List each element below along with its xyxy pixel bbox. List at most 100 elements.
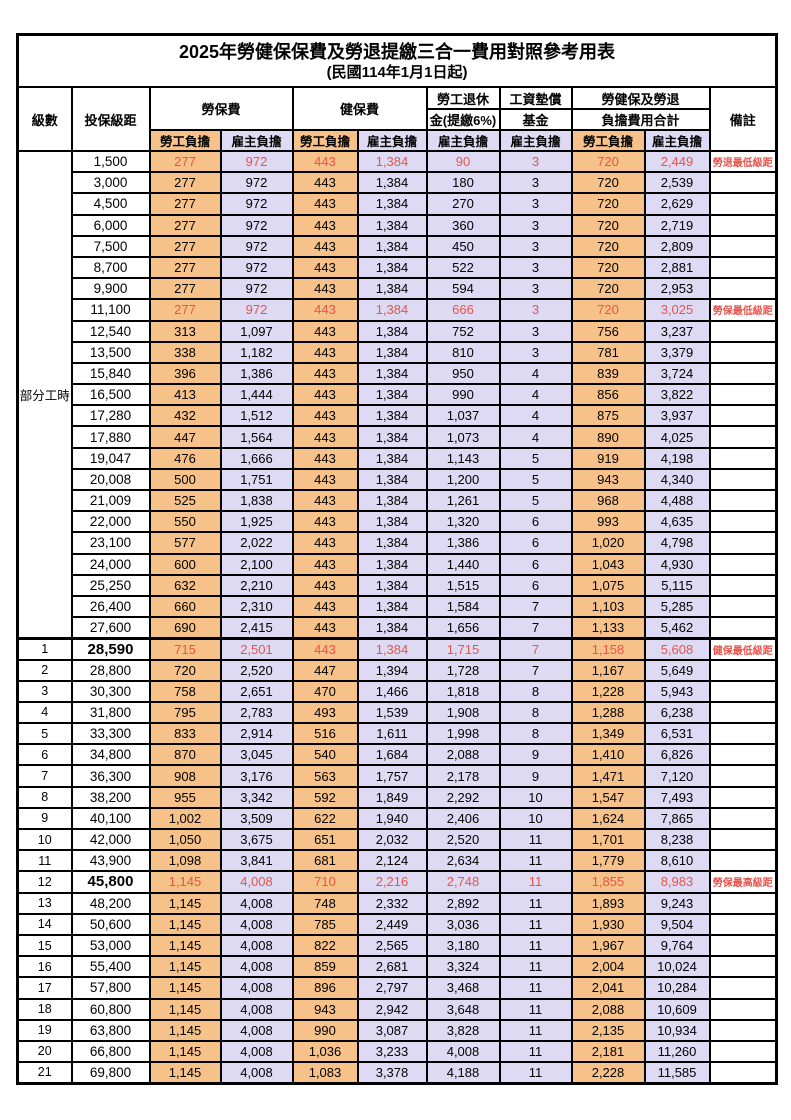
li-worker-cell: 1,145 <box>148 870 222 894</box>
pension-cell: 1,515 <box>425 573 501 597</box>
total-employer-cell: 7,865 <box>643 806 711 831</box>
table-row: 17 57,800 1,145 4,008 896 2,797 3,468 11 2,041 10… <box>16 976 778 1000</box>
fund-cell: 11 <box>498 1039 573 1064</box>
bracket-cell: 6,000 <box>70 213 151 237</box>
li-employer-cell: 972 <box>219 298 294 322</box>
title-row: 2025年勞健保保費及勞退提繳三合一費用對照參考用表 (民國114年1月1日起) <box>16 33 778 88</box>
hi-worker-cell: 443 <box>291 467 359 492</box>
remark-cell <box>708 997 778 1021</box>
level-cell: 9 <box>16 806 73 831</box>
hi-worker-cell: 493 <box>291 700 359 725</box>
table-row: 6 34,800 870 3,045 540 1,684 2,088 9 1,410 6,826 <box>16 743 778 767</box>
hi-employer-cell: 2,681 <box>356 955 428 979</box>
hi-worker-cell: 443 <box>291 149 359 174</box>
total-employer-cell: 9,504 <box>643 912 711 936</box>
subheader-pension-employer: 雇主負擔 <box>425 129 501 152</box>
header-health-insurance: 健保費 <box>291 86 428 131</box>
hi-worker-cell: 443 <box>291 340 359 364</box>
table-row: 18 60,800 1,145 4,008 943 2,942 3,648 11 2,088 10… <box>16 997 778 1021</box>
hi-worker-cell: 443 <box>291 636 359 661</box>
hi-worker-cell: 1,036 <box>291 1039 359 1064</box>
li-employer-cell: 1,751 <box>219 467 294 492</box>
total-employer-cell: 4,798 <box>643 531 711 555</box>
table-row: 2 28,800 720 2,520 447 1,394 1,728 7 1,167 5,649 <box>16 658 778 682</box>
table-row: 11,100 277 972 443 1,384 666 3 720 3,025 勞保最低級距 <box>18 298 778 322</box>
li-worker-cell: 690 <box>148 616 222 640</box>
total-employer-cell: 2,953 <box>643 277 711 301</box>
li-employer-cell: 2,914 <box>219 722 294 746</box>
level-cell: 16 <box>16 955 73 979</box>
hi-worker-cell: 822 <box>291 933 359 958</box>
bracket-cell: 1,500 <box>70 149 151 174</box>
table-row: 9,900 277 972 443 1,384 594 3 720 2,953 <box>18 277 778 301</box>
bracket-cell: 31,800 <box>70 700 151 725</box>
fund-cell: 8 <box>498 700 573 725</box>
remark-cell: 勞退最低級距 <box>708 149 778 174</box>
total-employer-cell: 7,120 <box>643 764 711 788</box>
hi-employer-cell: 1,384 <box>356 255 428 280</box>
hi-employer-cell: 1,611 <box>356 722 428 746</box>
li-employer-cell: 972 <box>219 149 294 174</box>
total-worker-cell: 2,088 <box>570 997 646 1021</box>
fund-cell: 11 <box>498 933 573 958</box>
fund-cell: 3 <box>498 192 573 216</box>
fund-cell: 6 <box>498 573 573 597</box>
total-worker-cell: 1,410 <box>570 743 646 767</box>
remark-cell <box>708 1061 778 1085</box>
total-employer-cell: 10,609 <box>643 997 711 1021</box>
pension-cell: 1,728 <box>425 658 501 682</box>
bracket-cell: 33,300 <box>70 722 151 746</box>
table-row: 7 36,300 908 3,176 563 1,757 2,178 9 1,471 7,120 <box>16 764 778 788</box>
bracket-cell: 24,000 <box>70 552 151 576</box>
fund-cell: 3 <box>498 319 573 343</box>
hi-employer-cell: 1,384 <box>356 552 428 576</box>
fund-cell: 3 <box>498 213 573 237</box>
li-worker-cell: 715 <box>148 636 222 661</box>
remark-cell <box>708 488 778 513</box>
remark-cell <box>708 404 778 428</box>
li-worker-cell: 795 <box>148 700 222 725</box>
hi-employer-cell: 1,394 <box>356 658 428 682</box>
bracket-cell: 22,000 <box>70 510 151 534</box>
remark-cell <box>708 340 778 364</box>
fund-cell: 4 <box>498 383 573 407</box>
total-worker-cell: 1,624 <box>570 806 646 831</box>
remark-cell <box>708 361 778 386</box>
bracket-cell: 40,100 <box>70 806 151 831</box>
hi-employer-cell: 1,384 <box>356 361 428 386</box>
fund-cell: 11 <box>498 912 573 936</box>
table-row: 8 38,200 955 3,342 592 1,849 2,292 10 1,547 7,493 <box>16 785 778 809</box>
hi-employer-cell: 3,233 <box>356 1039 428 1064</box>
li-worker-cell: 720 <box>148 658 222 682</box>
hi-worker-cell: 516 <box>291 722 359 746</box>
total-worker-cell: 1,893 <box>570 891 646 915</box>
bracket-cell: 26,400 <box>70 594 151 619</box>
li-worker-cell: 1,145 <box>148 912 222 936</box>
hi-worker-cell: 443 <box>291 552 359 576</box>
table-row: 25,250 632 2,210 443 1,384 1,515 6 1,075 5,115 <box>18 573 778 597</box>
total-employer-cell: 4,488 <box>643 488 711 513</box>
fund-cell: 7 <box>498 616 573 640</box>
hi-employer-cell: 1,539 <box>356 700 428 725</box>
hi-employer-cell: 1,466 <box>356 679 428 703</box>
pension-cell: 3,828 <box>425 1018 501 1042</box>
total-worker-cell: 1,547 <box>570 785 646 809</box>
bracket-cell: 21,009 <box>70 488 151 513</box>
level-cell: 20 <box>16 1039 73 1064</box>
fund-cell: 11 <box>498 976 573 1000</box>
hi-employer-cell: 1,384 <box>356 277 428 301</box>
fund-cell: 9 <box>498 743 573 767</box>
total-worker-cell: 1,930 <box>570 912 646 936</box>
fund-cell: 4 <box>498 361 573 386</box>
fund-cell: 11 <box>498 827 573 852</box>
fund-cell: 8 <box>498 722 573 746</box>
remark-cell <box>708 531 778 555</box>
total-worker-cell: 2,004 <box>570 955 646 979</box>
li-employer-cell: 2,783 <box>219 700 294 725</box>
li-worker-cell: 277 <box>148 149 222 174</box>
li-employer-cell: 1,838 <box>219 488 294 513</box>
bracket-cell: 25,250 <box>70 573 151 597</box>
table-body: 部分工時 1,500 277 972 443 1,384 90 3 720 2,449 勞退最低級距… <box>16 149 778 1085</box>
pension-cell: 1,440 <box>425 552 501 576</box>
hi-worker-cell: 943 <box>291 997 359 1021</box>
